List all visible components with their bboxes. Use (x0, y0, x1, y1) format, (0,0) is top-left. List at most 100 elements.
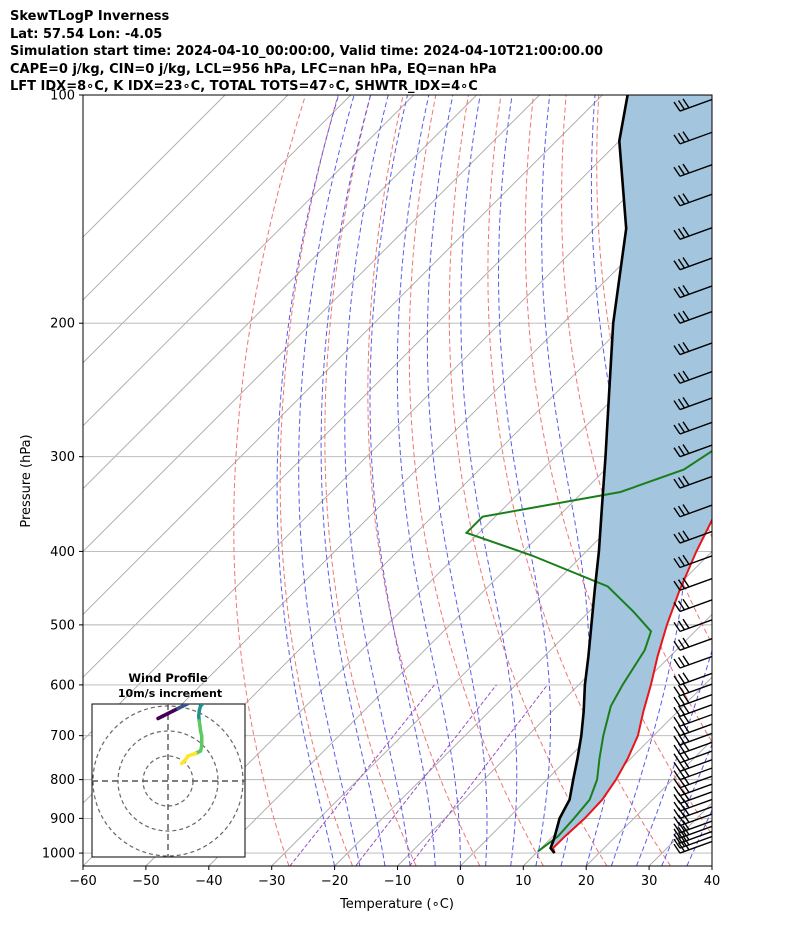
hodograph-segment (181, 704, 190, 708)
wind-barb (673, 820, 712, 834)
wind-barb (673, 131, 712, 145)
y-tick-label: 500 (50, 618, 75, 633)
wind-barb (673, 284, 712, 299)
dry-adiabat-line (408, 95, 544, 866)
inset-title: Wind Profile (128, 671, 208, 685)
wind-barb (673, 798, 712, 812)
y-axis-label: Pressure (hPa) (19, 434, 34, 527)
wind-barb (673, 310, 712, 324)
y-tick-label: 1000 (42, 847, 75, 862)
x-tick-label: 20 (578, 874, 595, 889)
wind-barb (673, 655, 712, 669)
isotherm-line (522, 676, 712, 866)
isotherm-line (83, 95, 603, 616)
isotherm-line (83, 95, 352, 364)
x-tick-label: 0 (456, 874, 464, 889)
y-tick-label: 100 (50, 89, 75, 104)
isotherm-line (83, 95, 477, 490)
wind-barb (673, 163, 712, 177)
wind-barb (673, 98, 712, 112)
x-tick-label: −60 (69, 874, 96, 889)
index-line: LFT IDX=8∘C, K IDX=23∘C, TOTAL TOTS=47∘C… (10, 79, 478, 94)
moist-adiabat-line (610, 95, 688, 866)
wind-barb (673, 840, 712, 854)
mixing-ratio-line (289, 684, 435, 866)
moist-adiabat-line (711, 864, 712, 866)
x-axis-label: Temperature (∘C) (339, 897, 454, 912)
moist-adiabat-line (686, 808, 712, 866)
wind-barb (673, 341, 712, 356)
isotherm-line (83, 95, 289, 301)
dry-adiabat-line (279, 95, 353, 866)
wind-barb (673, 226, 712, 240)
wind-barb (673, 554, 712, 569)
y-tick-label: 300 (50, 450, 75, 465)
wind-barb (673, 693, 712, 707)
moist-adiabat-line (661, 743, 712, 866)
moist-adiabat-line (344, 95, 411, 866)
wind-barb (673, 396, 712, 411)
isotherm-line (334, 487, 712, 866)
dry-adiabat-line (729, 95, 794, 866)
moist-adiabat-line (460, 95, 518, 866)
inset-subtitle: 10m/s increment (118, 687, 222, 700)
isotherm-line (208, 362, 712, 866)
y-tick-label: 700 (50, 729, 75, 744)
isotherm-line (397, 550, 712, 866)
time-line: Simulation start time: 2024-04-10_00:00:… (10, 44, 603, 59)
hodograph-segment (180, 758, 188, 766)
mixing-ratio-line (355, 684, 497, 866)
isotherm-line (711, 865, 712, 866)
wind-barb (673, 598, 712, 613)
wind-barb (673, 475, 712, 489)
location-line: Lat: 57.54 Lon: -4.05 (10, 26, 163, 42)
dry-adiabat-line (561, 95, 712, 743)
wind-barb (673, 530, 712, 544)
x-tick-label: −40 (195, 874, 222, 889)
dry-adiabat-line (324, 95, 417, 866)
wind-barb (673, 257, 712, 271)
wind-barb (673, 370, 712, 384)
y-tick-label: 200 (50, 317, 75, 332)
isotherm-line (83, 110, 712, 741)
wind-barb (673, 444, 712, 458)
cape-line: CAPE=0 j/kg, CIN=0 j/kg, LCL=956 hPa, LF… (10, 61, 497, 77)
isotherm-line (83, 95, 226, 238)
isotherm-line (83, 95, 540, 553)
wind-barb (673, 618, 712, 633)
wind-barb (673, 193, 712, 207)
wind-barb (673, 577, 712, 591)
y-tick-label: 800 (50, 773, 75, 788)
chart-title: SkewTLogP Inverness (10, 9, 170, 24)
x-tick-label: −20 (321, 874, 348, 889)
moist-adiabat-line (396, 95, 461, 866)
y-tick-label: 900 (50, 812, 75, 827)
parcel-path-line (549, 95, 629, 854)
wind-barb (673, 703, 712, 717)
moist-adiabat-line (498, 95, 551, 866)
wind-barb (673, 683, 712, 697)
wind-barb (673, 790, 712, 805)
y-tick-label: 400 (50, 545, 75, 560)
mixing-ratio-line (409, 684, 548, 866)
wind-barb (673, 421, 712, 435)
isotherm-line (145, 299, 712, 866)
wind-barb (673, 637, 712, 651)
dry-adiabat-line (762, 95, 794, 866)
wind-barb (673, 805, 712, 820)
x-tick-label: 10 (515, 874, 532, 889)
moist-adiabat-line (636, 648, 712, 866)
moist-adiabat-line (298, 95, 361, 866)
isotherm-line (83, 95, 415, 427)
dry-adiabat-line (448, 95, 608, 866)
x-tick-label: −30 (258, 874, 285, 889)
isotherm-line (775, 95, 794, 866)
hodograph-segment (201, 704, 205, 706)
moist-adiabat-line (320, 95, 386, 866)
dry-adiabat-line (367, 95, 481, 866)
wind-barb (673, 504, 712, 518)
chart-header: SkewTLogP Inverness Lat: 57.54 Lon: -4.0… (10, 8, 603, 96)
isotherm-line (271, 425, 712, 866)
moist-adiabat-line (276, 95, 340, 866)
